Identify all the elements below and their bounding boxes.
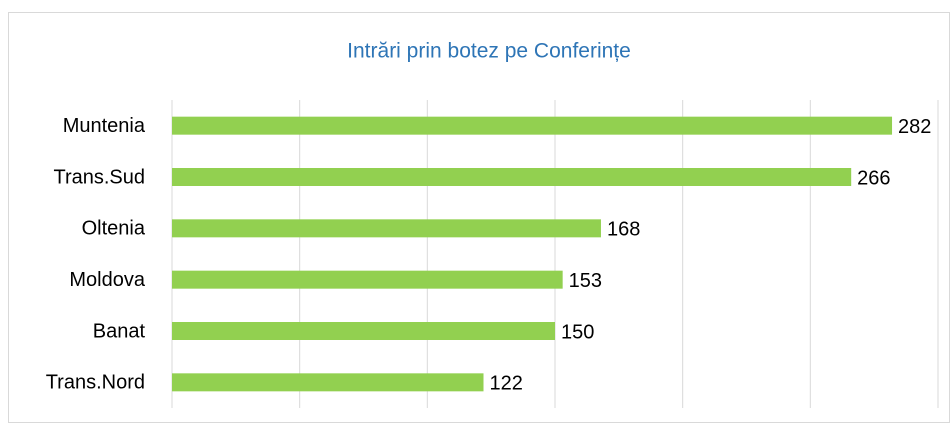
data-label: 153 bbox=[569, 270, 602, 292]
y-tick-label: Oltenia bbox=[82, 218, 146, 240]
data-label: 168 bbox=[607, 219, 640, 241]
data-label: 150 bbox=[561, 321, 594, 343]
y-tick-label: Moldova bbox=[69, 269, 145, 291]
y-tick-label: Banat bbox=[93, 320, 146, 342]
y-tick-label: Trans.Sud bbox=[53, 166, 145, 188]
y-tick-label: Trans.Nord bbox=[46, 372, 145, 394]
y-tick-label: Muntenia bbox=[63, 115, 146, 137]
bar bbox=[172, 373, 484, 392]
chart-title: Intrări prin botez pe Conferințe bbox=[347, 40, 631, 63]
bar bbox=[172, 322, 555, 340]
bar bbox=[172, 270, 563, 289]
bar bbox=[172, 168, 852, 186]
bar bbox=[172, 116, 893, 135]
data-label: 122 bbox=[490, 373, 523, 395]
data-label: 266 bbox=[857, 167, 890, 189]
data-label: 282 bbox=[898, 116, 931, 138]
bar bbox=[172, 219, 601, 238]
chart-border bbox=[8, 12, 950, 423]
